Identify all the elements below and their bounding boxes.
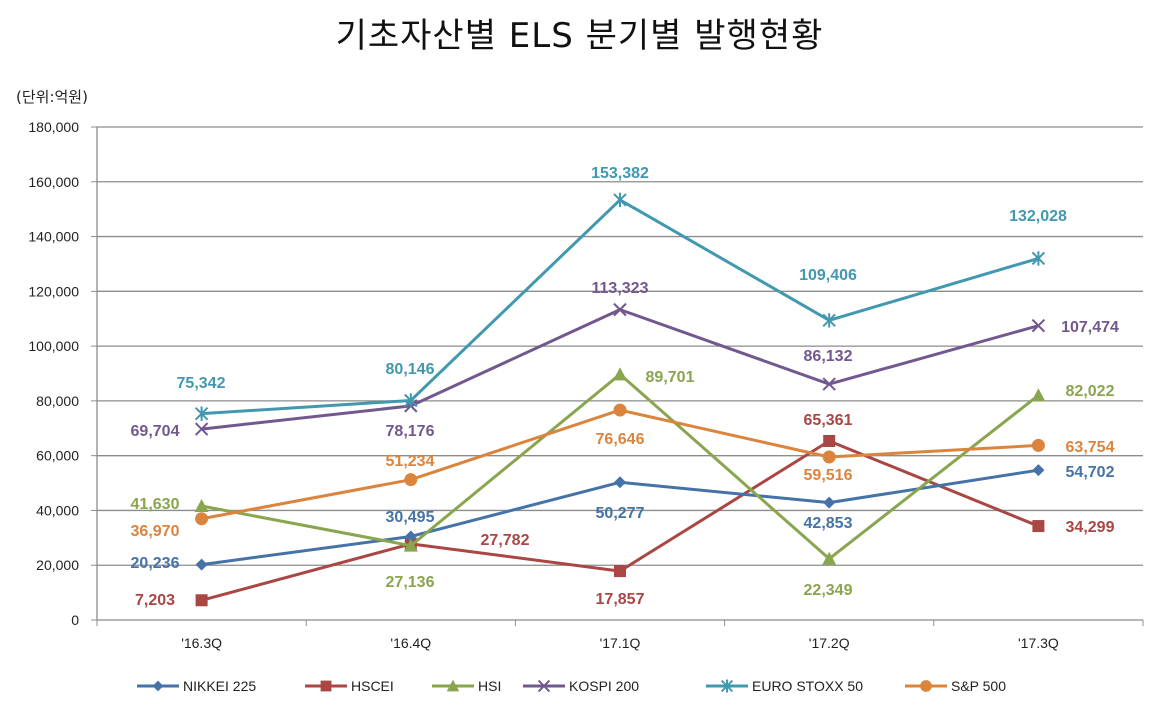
y-tick-label: 60,000 — [36, 448, 79, 464]
legend-marker-icon — [920, 680, 932, 692]
x-tick-label: '16.3Q — [181, 635, 222, 651]
data-point-circle — [404, 473, 418, 487]
x-tick-label: '17.3Q — [1018, 635, 1059, 651]
data-label: 75,342 — [177, 375, 226, 392]
series-line-2 — [201, 372, 1040, 561]
y-tick-label: 0 — [71, 612, 79, 628]
data-point-square — [823, 434, 836, 447]
legend-marker-icon — [446, 679, 460, 692]
data-point-square — [195, 594, 208, 607]
data-point-diamond — [823, 496, 836, 509]
data-label: 42,853 — [804, 515, 853, 532]
legend-entry: NIKKEI 225 — [183, 678, 256, 694]
chart-title: 기초자산별 ELS 분기별 발행현황 — [335, 16, 824, 56]
data-label: 65,361 — [804, 412, 853, 429]
data-label: 63,754 — [1066, 439, 1115, 456]
data-point-circle — [822, 450, 836, 464]
data-point-diamond — [195, 558, 208, 571]
data-label: 20,236 — [131, 555, 180, 572]
y-tick-label: 140,000 — [28, 229, 79, 245]
legend-entry: S&P 500 — [951, 678, 1006, 694]
data-point-star — [1031, 251, 1046, 266]
data-label: 50,277 — [596, 505, 645, 522]
data-point-square — [614, 565, 626, 578]
y-tick-label: 100,000 — [28, 338, 79, 354]
series-line-4 — [201, 198, 1039, 416]
data-point-diamond — [614, 476, 626, 489]
data-point-triangle — [613, 367, 627, 381]
data-label: 59,516 — [804, 467, 853, 484]
y-tick-label: 120,000 — [28, 283, 79, 299]
data-point-x — [1031, 318, 1046, 333]
data-label: 109,406 — [799, 267, 857, 284]
legend-marker-icon — [720, 679, 734, 693]
data-label: 82,022 — [1066, 383, 1115, 400]
data-label: 89,701 — [646, 369, 695, 386]
data-label: 76,646 — [596, 431, 645, 448]
data-point-x — [613, 302, 627, 317]
data-label: 30,495 — [386, 509, 435, 526]
data-label: 78,176 — [386, 423, 435, 440]
data-point-circle — [195, 512, 209, 526]
data-point-triangle — [403, 538, 418, 552]
data-label: 113,323 — [592, 280, 649, 297]
data-label: 80,146 — [386, 361, 435, 378]
series-line-5 — [201, 408, 1039, 521]
data-label: 54,702 — [1066, 464, 1115, 481]
data-label: 27,136 — [386, 574, 435, 591]
data-label: 22,349 — [804, 582, 853, 599]
data-point-triangle — [194, 498, 209, 512]
data-label: 86,132 — [804, 348, 853, 365]
data-label: 36,970 — [131, 523, 180, 540]
data-point-star — [613, 192, 627, 208]
data-label: 34,299 — [1066, 519, 1115, 536]
y-tick-label: 160,000 — [28, 174, 79, 190]
x-tick-label: '17.2Q — [809, 635, 850, 651]
data-label: 27,782 — [481, 532, 530, 549]
legend-marker-icon — [320, 680, 332, 692]
data-label: 107,474 — [1061, 319, 1119, 336]
data-label: 7,203 — [135, 592, 175, 609]
data-point-x — [822, 377, 836, 391]
data-point-square — [1032, 520, 1045, 533]
legend-entry: HSI — [478, 678, 501, 694]
legend-marker-icon — [152, 680, 164, 692]
data-point-diamond — [1032, 464, 1045, 477]
data-point-diamond — [404, 530, 417, 543]
data-label: 132,028 — [1009, 208, 1067, 225]
x-tick-label: '16.4Q — [390, 635, 431, 651]
x-tick-label: '17.1Q — [600, 635, 641, 651]
y-tick-label: 20,000 — [36, 557, 79, 573]
legend-marker-icon — [537, 679, 551, 693]
data-label: 17,857 — [596, 591, 645, 608]
y-tick-label: 80,000 — [36, 393, 79, 409]
data-point-circle — [1031, 438, 1045, 452]
y-tick-label: 40,000 — [36, 502, 79, 518]
data-point-triangle — [1031, 388, 1046, 402]
data-label: 69,704 — [131, 423, 180, 440]
data-point-triangle — [822, 551, 837, 565]
data-label: 41,630 — [131, 496, 180, 513]
unit-label: (단위:억원) — [16, 88, 88, 106]
data-point-star — [194, 406, 209, 421]
data-point-x — [194, 422, 209, 436]
data-label: 153,382 — [591, 165, 649, 182]
data-point-star — [822, 313, 836, 328]
data-label: 51,234 — [386, 453, 435, 470]
legend-entry: EURO STOXX 50 — [752, 678, 863, 694]
legend-entry: KOSPI 200 — [569, 678, 639, 694]
data-point-star — [404, 393, 418, 408]
data-point-circle — [613, 403, 627, 417]
legend-entry: HSCEI — [351, 678, 394, 694]
y-tick-label: 180,000 — [28, 119, 79, 135]
